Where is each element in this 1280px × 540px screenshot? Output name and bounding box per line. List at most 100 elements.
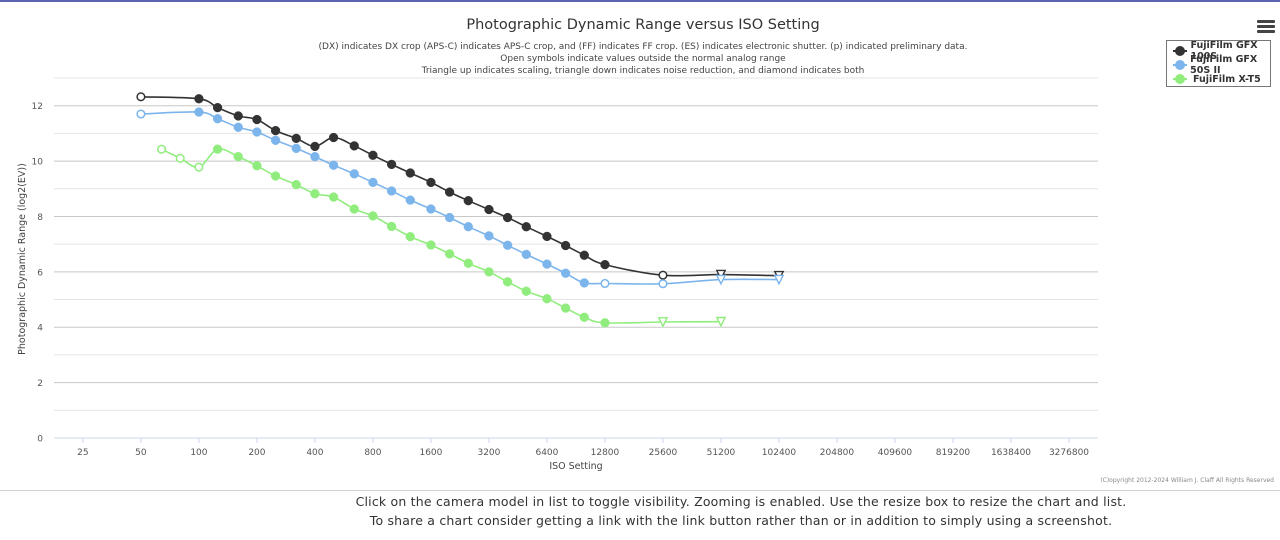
y-axis-tick-labels: 0 2 4 6 8 10 12: [32, 102, 44, 444]
legend-label: FujiFilm GFX 50S II: [1190, 54, 1258, 76]
data-point: [194, 94, 204, 104]
chart-area[interactable]: Photographic Dynamic Range versus ISO Se…: [0, 2, 1280, 490]
data-point: [233, 122, 243, 132]
dynamic-range-chart[interactable]: Photographic Dynamic Range versus ISO Se…: [0, 2, 1280, 490]
data-point: [349, 141, 359, 151]
data-point: [386, 159, 397, 170]
x-tick-label: 400: [306, 448, 323, 458]
data-point: [212, 114, 223, 124]
data-point: [426, 177, 436, 188]
instructions-footer: Click on the camera model in list to tog…: [0, 492, 1280, 530]
data-point: [270, 171, 281, 181]
menu-bar-line: [1257, 25, 1275, 28]
data-point: [463, 222, 473, 232]
x-tick-label: 51200: [707, 448, 736, 458]
data-point: [291, 179, 301, 190]
data-point: [444, 249, 455, 259]
y-tick-label: 6: [37, 268, 43, 278]
data-point: [579, 250, 589, 260]
instructions-line-2: To share a chart consider getting a link…: [369, 513, 1113, 528]
data-point: [136, 109, 146, 119]
data-point: [233, 111, 243, 121]
data-point: [194, 162, 204, 172]
data-point: [773, 274, 785, 286]
data-point: [444, 187, 455, 197]
x-axis: [54, 437, 1098, 443]
top-accent-bar: [0, 0, 1280, 2]
data-point: [386, 221, 397, 232]
data-point: [157, 144, 167, 154]
data-point: [600, 278, 610, 289]
data-point: [502, 212, 513, 223]
data-point: [212, 102, 223, 113]
x-axis-label: ISO Setting: [549, 461, 602, 472]
y-tick-label: 2: [37, 379, 43, 389]
data-point: [657, 317, 669, 328]
divider: [0, 490, 1280, 491]
legend-item-gfx-100s[interactable]: FujiFilm GFX 100S: [1173, 40, 1270, 62]
data-point: [560, 303, 571, 313]
legend-label: FujiFilm GFX 100S: [1190, 40, 1258, 62]
legend-swatch-icon: [1173, 74, 1187, 84]
data-point: [463, 258, 473, 268]
menu-bar-line: [1257, 20, 1275, 23]
legend-item-gfx-50s-ii[interactable]: FujiFilm GFX 50S II: [1173, 54, 1270, 76]
y-tick-label: 10: [32, 158, 44, 168]
data-point: [328, 192, 339, 202]
data-point: [252, 127, 262, 137]
x-tick-label: 6400: [535, 448, 558, 458]
x-tick-label: 100: [190, 448, 207, 458]
data-point: [175, 153, 185, 163]
data-point: [502, 240, 513, 250]
x-tick-label: 25600: [649, 448, 678, 458]
data-point: [310, 151, 320, 162]
data-point: [579, 278, 589, 288]
x-tick-label: 204800: [820, 448, 855, 458]
data-point: [405, 195, 415, 205]
series-line: [161, 148, 722, 324]
data-point: [484, 204, 494, 215]
x-tick-label: 12800: [591, 448, 620, 458]
data-point: [405, 168, 415, 178]
data-point: [386, 186, 397, 196]
data-point: [349, 204, 359, 214]
data-point: [463, 196, 473, 206]
data-point: [715, 274, 727, 286]
data-point: [194, 107, 204, 117]
x-tick-label: 800: [364, 448, 381, 458]
data-point: [658, 279, 668, 289]
hamburger-menu-icon[interactable]: [1257, 20, 1275, 34]
data-series[interactable]: [136, 92, 785, 328]
data-point: [521, 249, 531, 260]
data-point: [426, 204, 436, 214]
legend-swatch-icon: [1173, 60, 1187, 70]
x-tick-label: 50: [135, 448, 147, 458]
legend-label: FujiFilm X-T5: [1193, 73, 1261, 85]
menu-bar-line: [1257, 30, 1275, 33]
gridlines: [54, 77, 1098, 439]
x-tick-label: 3276800: [1049, 448, 1089, 458]
data-point: [521, 222, 531, 232]
x-tick-label: 3200: [477, 448, 500, 458]
y-tick-label: 0: [37, 435, 43, 445]
data-point: [444, 212, 455, 223]
data-point: [252, 161, 262, 171]
data-point: [270, 135, 281, 145]
x-tick-label: 1638400: [991, 448, 1031, 458]
series-line: [140, 111, 780, 285]
data-point: [542, 231, 552, 242]
chart-subtitle-line-2: Open symbols indicate values outside the…: [500, 54, 786, 64]
data-point: [405, 232, 415, 242]
data-point: [291, 133, 301, 144]
y-axis-label: Photographic Dynamic Range (log2(EV)): [17, 163, 28, 355]
data-point: [212, 144, 223, 154]
legend-item-x-t5[interactable]: FujiFilm X-T5: [1173, 72, 1270, 86]
data-point: [658, 270, 668, 280]
data-point: [560, 268, 571, 278]
data-point: [542, 294, 552, 304]
data-point: [521, 286, 531, 296]
data-point: [484, 267, 494, 277]
data-point: [579, 312, 589, 322]
data-point: [484, 231, 494, 241]
series-1: [136, 92, 785, 282]
